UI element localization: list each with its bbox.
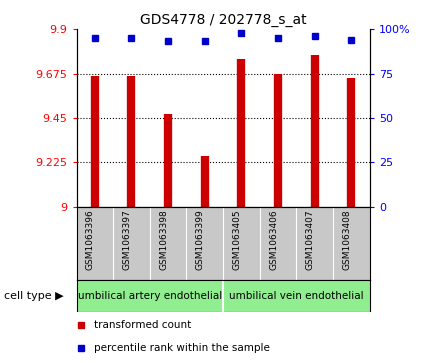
Text: GSM1063398: GSM1063398 bbox=[159, 209, 168, 270]
Text: transformed count: transformed count bbox=[94, 321, 191, 330]
Text: umbilical vein endothelial: umbilical vein endothelial bbox=[229, 291, 364, 301]
Text: GSM1063406: GSM1063406 bbox=[269, 209, 278, 270]
Title: GDS4778 / 202778_s_at: GDS4778 / 202778_s_at bbox=[140, 13, 306, 26]
Text: GSM1063408: GSM1063408 bbox=[343, 209, 351, 270]
Text: cell type ▶: cell type ▶ bbox=[4, 291, 64, 301]
Text: GSM1063397: GSM1063397 bbox=[122, 209, 131, 270]
Text: percentile rank within the sample: percentile rank within the sample bbox=[94, 343, 269, 352]
Text: GSM1063399: GSM1063399 bbox=[196, 209, 205, 270]
Text: GSM1063405: GSM1063405 bbox=[232, 209, 241, 270]
Text: GSM1063407: GSM1063407 bbox=[306, 209, 315, 270]
Text: GSM1063396: GSM1063396 bbox=[86, 209, 95, 270]
Text: umbilical artery endothelial: umbilical artery endothelial bbox=[78, 291, 222, 301]
